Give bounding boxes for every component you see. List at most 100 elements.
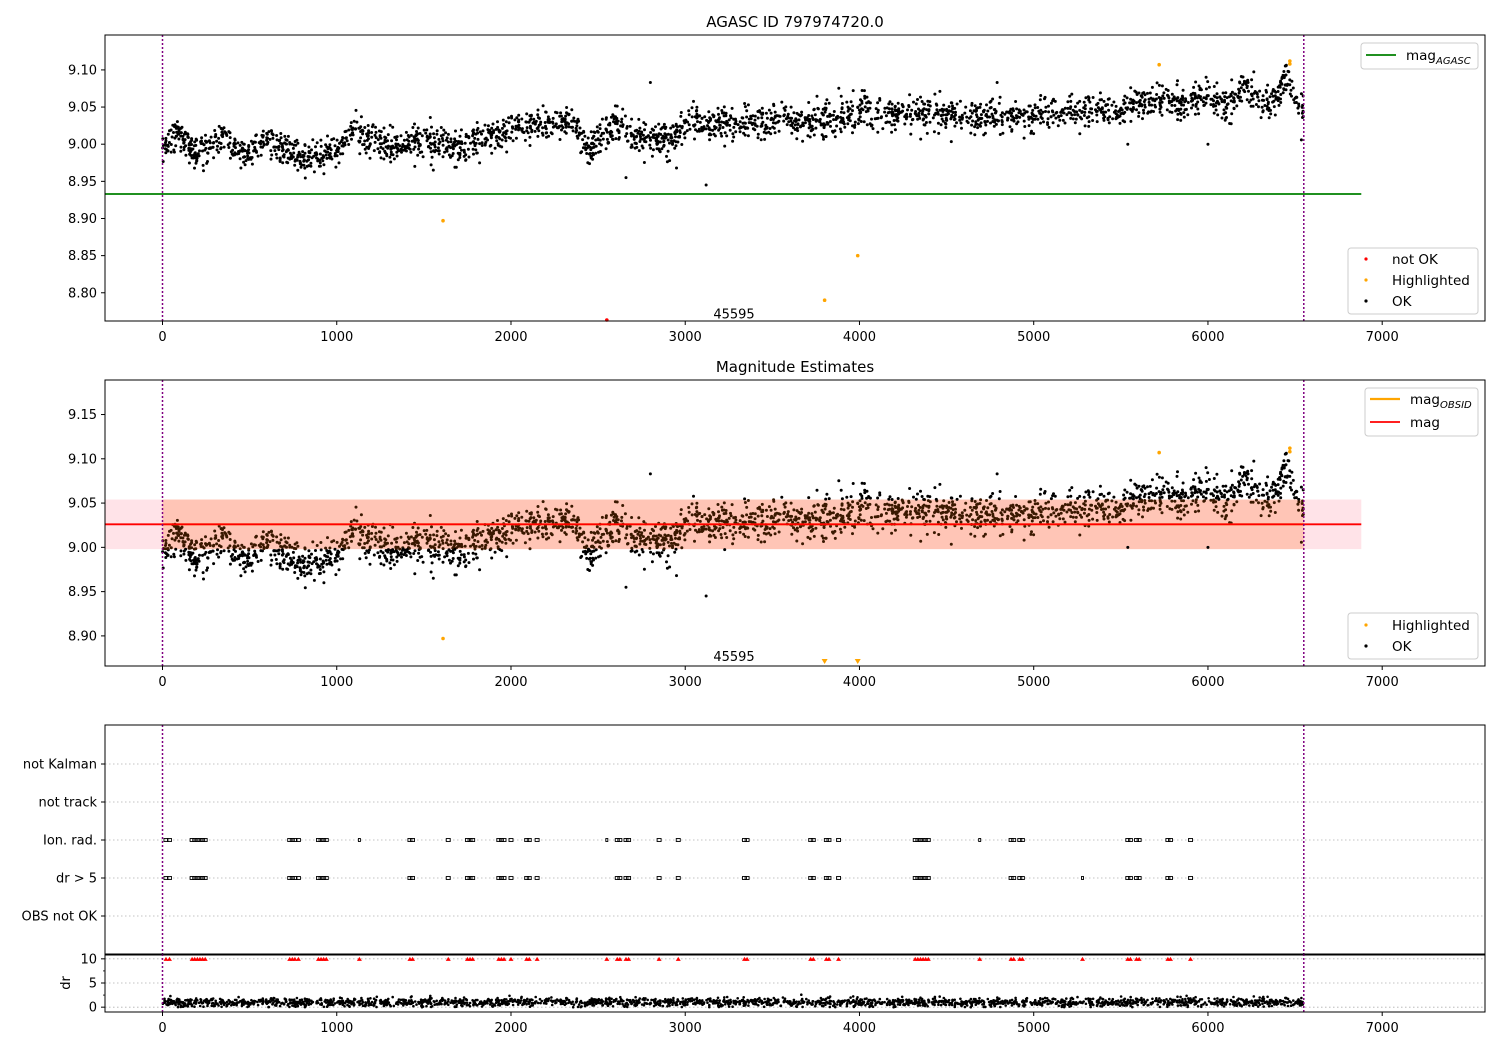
ok-point (201, 149, 204, 153)
ok-point (583, 536, 587, 540)
ok-point (927, 509, 931, 513)
ok-point (290, 561, 294, 565)
ok-point (924, 519, 928, 523)
ok-point (175, 120, 179, 124)
ok-point (694, 115, 698, 119)
ok-point (604, 551, 608, 555)
ok-point (914, 497, 918, 501)
ok-point (434, 148, 438, 152)
ok-point (690, 115, 694, 119)
ok-point (394, 142, 398, 146)
ok-point (559, 508, 563, 512)
ok-point (1070, 486, 1074, 490)
ok-point (1220, 495, 1224, 499)
ok-point (615, 515, 619, 519)
ok-point (164, 151, 168, 155)
ok-point (687, 123, 691, 127)
ok-point (505, 555, 509, 559)
ok-point (954, 110, 957, 114)
ok-point (1071, 505, 1075, 509)
ok-point (1250, 92, 1254, 96)
ok-point (1249, 104, 1253, 108)
ok-point (1123, 496, 1127, 500)
ok-point (1236, 94, 1240, 98)
ok-point (1046, 121, 1049, 125)
ok-point (450, 154, 454, 158)
y-tick-label: 8.80 (68, 286, 97, 301)
ok-point (437, 149, 441, 153)
ok-point (432, 533, 436, 537)
ok-point (252, 553, 256, 557)
ok-point (275, 540, 279, 544)
ok-point (1291, 86, 1295, 90)
ok-point (1273, 482, 1277, 486)
ok-point (1220, 116, 1224, 120)
ok-point (760, 106, 764, 110)
ok-point (536, 113, 540, 117)
ok-point (871, 127, 875, 131)
ok-point (659, 527, 663, 531)
ok-point (878, 97, 882, 100)
ok-point (741, 116, 745, 120)
ok-point (359, 136, 363, 140)
x-tick-label: 0 (158, 330, 166, 345)
ok-point (769, 132, 773, 136)
ok-point (1297, 111, 1301, 115)
ok-point (285, 567, 289, 571)
ok-point (994, 109, 998, 113)
ok-point (430, 525, 433, 529)
ok-point (811, 514, 815, 518)
ok-point (500, 138, 504, 142)
ok-point (235, 557, 239, 561)
ok-point (979, 102, 983, 106)
ok-point (572, 514, 576, 518)
ok-point (177, 539, 181, 543)
ok-point (596, 138, 600, 142)
ok-point (326, 555, 330, 559)
ok-point (215, 139, 219, 143)
ok-point (838, 527, 842, 531)
ok-point (846, 109, 850, 113)
ok-point (416, 153, 420, 157)
ok-point (876, 101, 880, 105)
ok-point (343, 130, 347, 134)
ok-point (1178, 111, 1182, 115)
ok-point (976, 517, 980, 521)
ok-point (1083, 107, 1087, 111)
ok-point (382, 544, 386, 548)
ok-point (560, 128, 563, 132)
ok-point (941, 510, 945, 514)
ok-point (453, 573, 457, 577)
ok-point (268, 137, 272, 141)
ok-point (846, 122, 850, 126)
ok-point (630, 117, 634, 121)
ok-point (791, 121, 795, 125)
ok-point (395, 150, 399, 154)
ok-point (581, 540, 585, 544)
ok-point (1189, 99, 1193, 103)
ok-point (649, 531, 653, 535)
ok-point (277, 145, 281, 149)
ok-point (1243, 90, 1247, 94)
ok-point (490, 126, 494, 130)
ok-point (305, 164, 309, 168)
ok-point (363, 147, 367, 151)
ok-point (853, 120, 857, 124)
ok-point (1089, 107, 1093, 111)
ok-point (655, 135, 659, 139)
ok-point (587, 152, 591, 156)
ok-point (554, 110, 557, 114)
ok-point (801, 139, 805, 143)
ok-point (1126, 502, 1130, 506)
ok-point (511, 525, 514, 529)
ok-point (456, 564, 460, 568)
ok-point (835, 513, 838, 517)
ok-point (358, 126, 362, 130)
ok-point (1193, 491, 1197, 495)
ok-point (1258, 89, 1262, 93)
ok-point (217, 539, 221, 542)
ok-point (901, 499, 905, 503)
ok-point (1223, 98, 1226, 102)
ok-point (293, 158, 297, 162)
ok-point (428, 132, 432, 136)
